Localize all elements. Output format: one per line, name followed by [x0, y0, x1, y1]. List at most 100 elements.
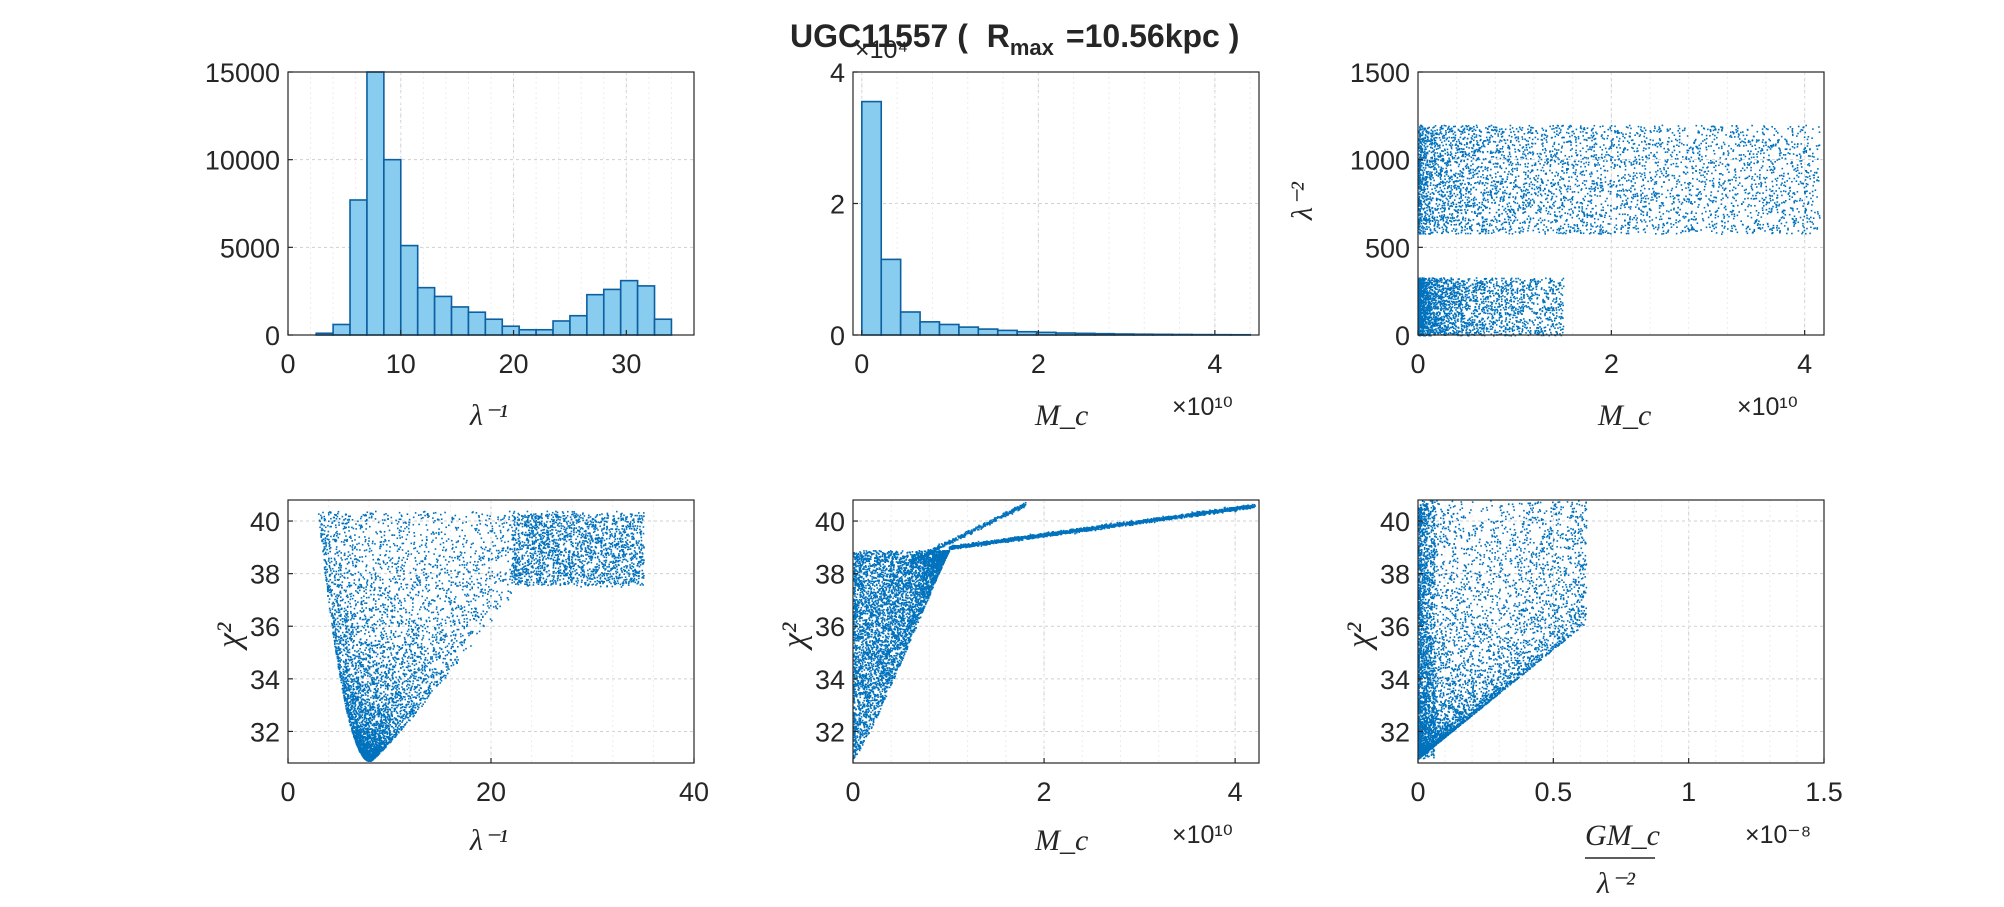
- scatter-point: [1604, 147, 1607, 150]
- scatter-point: [1477, 165, 1480, 168]
- scatter-point: [1684, 226, 1686, 229]
- scatter-point: [1448, 160, 1451, 163]
- scatter-point: [1418, 161, 1420, 163]
- histogram-bar: [399, 244, 419, 336]
- scatter-point: [1531, 308, 1533, 310]
- scatter-point: [1640, 213, 1642, 215]
- scatter-point: [1659, 218, 1661, 221]
- histogram-bar: [938, 323, 960, 336]
- scatter-point: [1546, 141, 1548, 143]
- scatter-point: [1643, 127, 1646, 129]
- scatter-point: [1771, 146, 1773, 148]
- scatter-point: [1602, 160, 1605, 162]
- scatter-point: [1490, 195, 1493, 198]
- scatter-point: [1502, 282, 1504, 285]
- scatter-point: [1599, 184, 1601, 187]
- scatter-point: [1467, 232, 1469, 235]
- scatter-point: [1462, 169, 1465, 171]
- scatter-point: [1458, 219, 1460, 221]
- scatter-point: [1469, 169, 1471, 172]
- scatter-point: [1519, 186, 1521, 189]
- scatter-point: [1481, 162, 1483, 164]
- scatter-point: [1610, 159, 1612, 161]
- scatter-point: [1563, 195, 1565, 198]
- scatter-point: [1799, 199, 1801, 202]
- scatter-point: [1649, 139, 1652, 141]
- scatter-point: [1710, 194, 1712, 197]
- scatter-point: [1671, 132, 1674, 134]
- scatter-point: [1555, 149, 1558, 151]
- scatter-point: [1498, 214, 1500, 216]
- scatter-point: [1718, 186, 1720, 188]
- scatter-point: [1741, 167, 1744, 170]
- scatter-point: [1713, 149, 1715, 152]
- scatter-point: [1508, 223, 1511, 225]
- scatter-point: [1610, 205, 1612, 207]
- scatter-point: [1701, 212, 1703, 215]
- scatter-point: [1806, 176, 1809, 179]
- scatter-point: [1705, 146, 1707, 149]
- scatter-point: [1488, 161, 1490, 163]
- scatter-point: [1737, 127, 1739, 130]
- scatter-point: [1553, 211, 1556, 213]
- scatter-point: [1439, 198, 1441, 201]
- scatter-point: [1754, 173, 1757, 175]
- scatter-point: [1565, 219, 1568, 222]
- scatter-point: [1738, 143, 1740, 146]
- scatter-point: [1459, 142, 1461, 145]
- scatter-point: [1624, 163, 1626, 165]
- scatter-point: [1476, 158, 1479, 160]
- scatter-point: [1463, 144, 1466, 146]
- scatter-point: [1747, 197, 1749, 200]
- scatter-point: [1659, 130, 1662, 132]
- scatter-point: [1419, 126, 1421, 128]
- scatter-point: [1547, 161, 1549, 163]
- scatter-point: [1740, 170, 1742, 172]
- scatter-point: [1465, 212, 1467, 215]
- scatter-point: [1486, 187, 1488, 189]
- scatter-point: [1731, 227, 1733, 230]
- scatter-point: [1616, 136, 1618, 138]
- scatter-point: [1655, 171, 1657, 173]
- scatter-point: [1424, 164, 1427, 167]
- scatter-point: [1765, 128, 1768, 130]
- scatter-point: [1474, 169, 1476, 172]
- scatter-point: [1753, 156, 1755, 159]
- scatter-point: [1600, 156, 1603, 159]
- scatter-point: [1651, 144, 1654, 146]
- scatter-point: [1517, 130, 1520, 133]
- scatter-point: [1490, 219, 1492, 222]
- scatter-point: [1468, 155, 1471, 157]
- scatter-point: [1618, 158, 1620, 160]
- scatter-point: [1450, 205, 1452, 207]
- scatter-point: [1557, 182, 1559, 184]
- scatter-point: [1439, 186, 1441, 189]
- scatter-point: [1425, 153, 1427, 156]
- scatter-point: [1761, 197, 1764, 200]
- scatter-point: [1660, 170, 1662, 173]
- scatter-point: [1457, 157, 1460, 159]
- scatter-point: [1429, 163, 1431, 166]
- scatter-point: [1797, 230, 1800, 232]
- scatter-point: [1455, 147, 1458, 149]
- scatter-point: [1555, 171, 1558, 174]
- scatter-point: [1457, 201, 1460, 204]
- scatter-point: [1578, 184, 1580, 187]
- scatter-point: [1486, 218, 1488, 220]
- scatter-point: [1776, 208, 1779, 211]
- scatter-point: [1429, 209, 1432, 211]
- scatter-point: [1579, 142, 1582, 145]
- scatter-point: [1694, 201, 1696, 203]
- histogram-bar: [919, 321, 941, 336]
- scatter-point: [1576, 164, 1579, 166]
- scatter-point: [1418, 150, 1421, 152]
- scatter-point: [1442, 296, 1444, 299]
- scatter-point: [1581, 174, 1583, 176]
- scatter-point: [1490, 184, 1492, 187]
- scatter-point: [1473, 151, 1476, 153]
- scatter-point: [1789, 153, 1791, 155]
- scatter-point: [1676, 226, 1678, 228]
- scatter-point: [1681, 189, 1683, 191]
- scatter-point: [1777, 139, 1779, 142]
- scatter-point: [1556, 228, 1559, 231]
